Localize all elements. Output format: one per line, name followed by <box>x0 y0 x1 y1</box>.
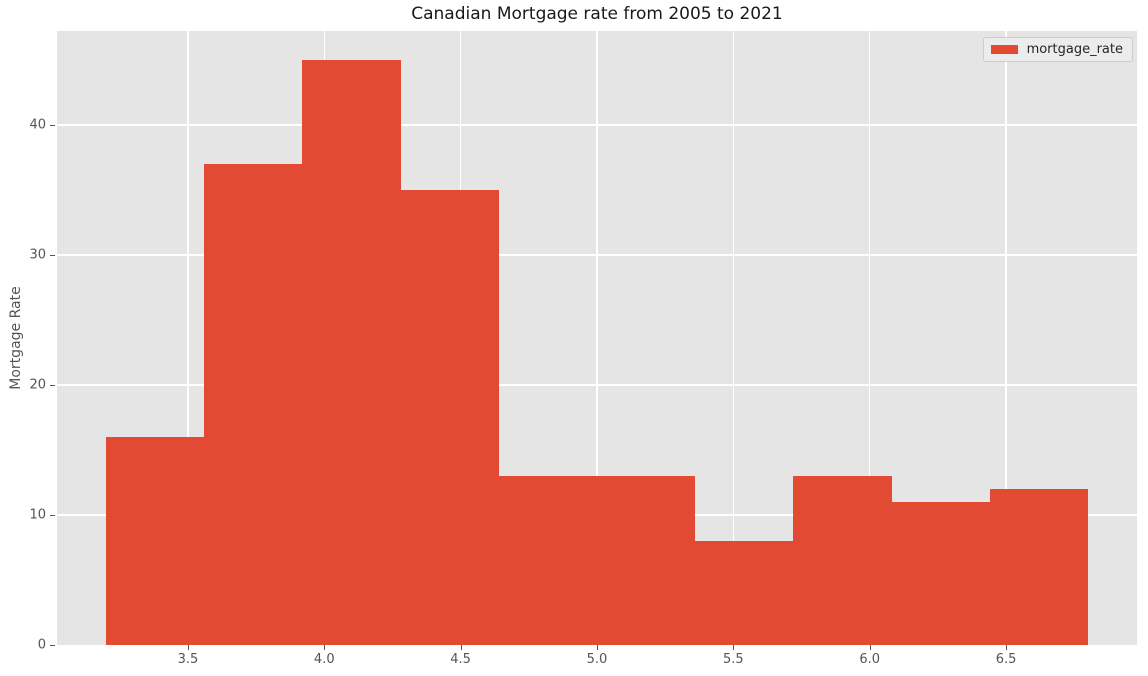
x-tick-label: 5.0 <box>586 652 608 667</box>
x-tick-mark <box>187 645 189 650</box>
x-tick-mark <box>869 645 871 650</box>
gridline-vertical <box>732 31 735 645</box>
gridline-vertical <box>868 31 871 645</box>
gridline-vertical <box>596 31 598 645</box>
y-tick-label: 10 <box>29 507 46 523</box>
gridline-horizontal <box>57 124 1137 126</box>
x-tick-label: 3.5 <box>177 652 199 667</box>
x-tick-label: 5.5 <box>723 652 744 667</box>
x-tick-mark <box>1006 645 1008 650</box>
y-tick-label: 0 <box>37 637 46 653</box>
y-tick-mark <box>50 124 55 126</box>
histogram-bar <box>498 476 597 645</box>
x-tick-label: 6.5 <box>995 652 1017 667</box>
x-tick-label: 6.0 <box>859 652 881 667</box>
y-tick-label: 40 <box>29 117 46 133</box>
histogram-bar <box>204 164 303 645</box>
gridline-horizontal <box>57 384 1137 386</box>
gridline-vertical <box>187 31 189 645</box>
x-tick-label: 4.5 <box>450 652 471 667</box>
x-tick-mark <box>597 645 598 650</box>
histogram-bar <box>400 190 499 645</box>
x-tick-mark <box>733 645 735 650</box>
legend: mortgage_rate <box>982 37 1133 62</box>
legend-swatch <box>990 45 1018 54</box>
chart-title: Canadian Mortgage rate from 2005 to 2021 <box>411 4 783 24</box>
x-tick-mark <box>460 645 462 650</box>
y-tick-label: 20 <box>29 377 46 393</box>
histogram-bar <box>597 476 696 645</box>
plot-area: mortgage_rate <box>57 31 1137 645</box>
gridline-horizontal <box>57 254 1137 256</box>
x-tick-mark <box>324 645 326 650</box>
legend-label: mortgage_rate <box>1026 42 1123 57</box>
x-axis: 3.5 4.0 4.5 5.0 5.5 6.0 6.5 <box>57 645 1137 675</box>
histogram-bar <box>989 489 1088 645</box>
x-tick-label: 4.0 <box>313 652 335 667</box>
histogram-bar <box>793 476 892 645</box>
y-tick-mark <box>50 644 55 646</box>
histogram-bar <box>106 437 205 645</box>
y-tick-mark <box>50 384 55 386</box>
histogram-bar <box>891 502 990 645</box>
gridline-vertical <box>1005 31 1007 645</box>
histogram-bar <box>302 60 401 645</box>
y-axis: 0 10 20 30 40 <box>0 31 57 653</box>
y-tick-mark <box>50 254 55 256</box>
y-tick-label: 30 <box>29 247 46 263</box>
histogram-bar <box>695 541 794 645</box>
y-tick-mark <box>50 514 55 516</box>
